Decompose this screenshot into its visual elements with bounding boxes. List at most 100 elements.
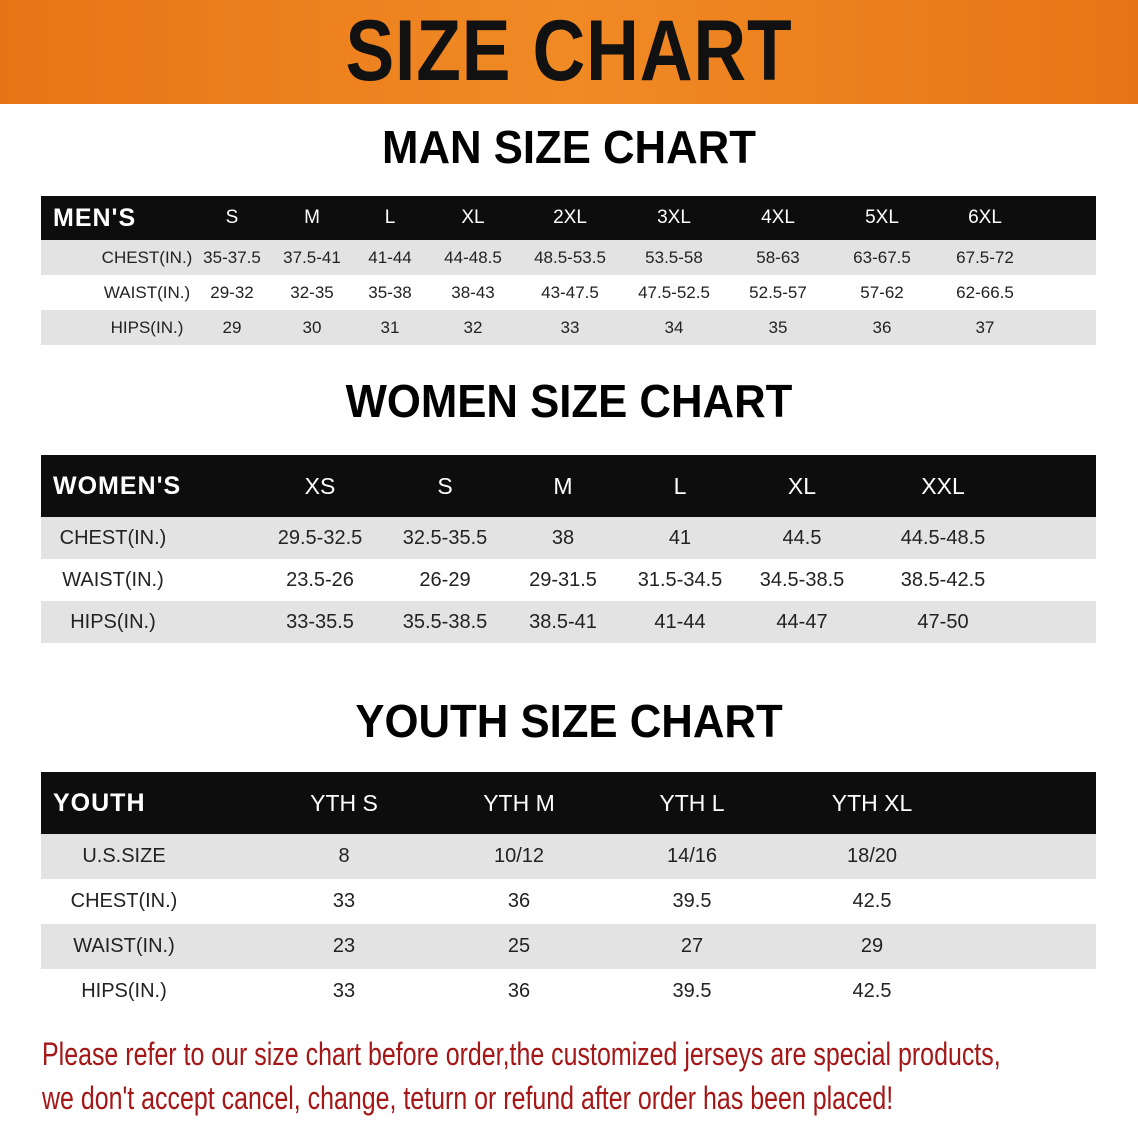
table-row: CHEST(IN.) 33 36 39.5 42.5 bbox=[41, 879, 1096, 924]
size-column-header: XL bbox=[787, 472, 817, 499]
size-column-header: M bbox=[304, 207, 320, 228]
table-cell: 10/12 bbox=[493, 845, 545, 867]
table-cell: 36 bbox=[507, 980, 531, 1002]
table-cell: 37.5-41 bbox=[283, 247, 341, 267]
table-cell: 52.5-57 bbox=[749, 282, 807, 302]
table-row: HIPS(IN.) 33 36 39.5 42.5 bbox=[41, 969, 1096, 1014]
banner-title: SIZE CHART bbox=[345, 3, 793, 99]
table-cell: 27 bbox=[680, 935, 704, 957]
table-cell: 26-29 bbox=[419, 568, 471, 591]
table-cell: 44.5 bbox=[782, 526, 822, 549]
table-cell: 23 bbox=[332, 935, 356, 957]
table-cell: 33 bbox=[332, 980, 356, 1002]
size-column-header: 3XL bbox=[657, 207, 691, 228]
table-cell: 31 bbox=[380, 317, 400, 337]
size-column-header: M bbox=[553, 472, 573, 499]
table-label-header: MEN'S bbox=[53, 203, 137, 232]
men-size-table: MEN'S S M L XL 2XL 3XL 4XL 5XL 6XL CHEST(IN.) 35-37… bbox=[41, 196, 1096, 345]
table-cell: 29.5-32.5 bbox=[277, 526, 363, 549]
table-cell: 8 bbox=[338, 845, 350, 867]
table-cell: 35.5-38.5 bbox=[402, 610, 488, 633]
size-column-header: 2XL bbox=[553, 207, 587, 228]
table-label-header: YOUTH bbox=[53, 788, 146, 817]
table-cell: 33-35.5 bbox=[286, 610, 354, 633]
measurement-label: HIPS(IN.) bbox=[81, 980, 167, 1002]
size-column-header: XXL bbox=[921, 472, 965, 499]
banner: SIZE CHART bbox=[0, 0, 1138, 104]
table-cell: 38-43 bbox=[451, 282, 495, 302]
table-row: CHEST(IN.) 35-37.5 37.5-41 41-44 44-48.5 48.5… bbox=[41, 240, 1096, 275]
table-cell: 29-31.5 bbox=[529, 568, 597, 591]
size-column-header: YTH S bbox=[310, 789, 378, 816]
table-cell: 34 bbox=[664, 317, 684, 337]
size-column-header: 5XL bbox=[865, 207, 899, 228]
table-cell: 36 bbox=[507, 890, 531, 912]
table-cell: 39.5 bbox=[672, 980, 712, 1002]
table-cell: 41-44 bbox=[368, 247, 412, 267]
table-cell: 30 bbox=[302, 317, 322, 337]
table-row: U.S.SIZE 8 10/12 14/16 18/20 bbox=[41, 834, 1096, 879]
table-cell: 41 bbox=[668, 526, 692, 549]
table-header-row: MEN'S S M L XL 2XL 3XL 4XL 5XL 6XL bbox=[41, 196, 1096, 240]
size-column-header: S bbox=[225, 207, 239, 228]
table-cell: 29-32 bbox=[210, 282, 254, 302]
table-cell: 47.5-52.5 bbox=[638, 282, 710, 302]
table-cell: 29 bbox=[860, 935, 884, 957]
table-cell: 44-47 bbox=[776, 610, 828, 633]
table-cell: 43-47.5 bbox=[541, 282, 599, 302]
table-cell: 38.5-41 bbox=[529, 610, 597, 633]
table-cell: 29 bbox=[222, 317, 242, 337]
notice-line-2: we don't accept cancel, change, teturn o… bbox=[42, 1080, 894, 1116]
table-cell: 38.5-42.5 bbox=[900, 568, 986, 591]
table-cell: 42.5 bbox=[852, 980, 892, 1002]
measurement-label: WAIST(IN.) bbox=[62, 568, 164, 591]
size-column-header: 4XL bbox=[761, 207, 795, 228]
size-column-header: XL bbox=[461, 207, 485, 228]
notice-line-1: Please refer to our size chart before or… bbox=[42, 1036, 1001, 1072]
size-column-header: L bbox=[673, 472, 687, 499]
size-column-header: YTH XL bbox=[831, 789, 913, 816]
table-cell: 33 bbox=[332, 890, 356, 912]
table-cell: 62-66.5 bbox=[956, 282, 1014, 302]
table-cell: 57-62 bbox=[860, 282, 904, 302]
table-label-header: WOMEN'S bbox=[53, 471, 182, 500]
measurement-label: WAIST(IN.) bbox=[73, 935, 175, 957]
table-cell: 41-44 bbox=[654, 610, 706, 633]
table-cell: 37 bbox=[975, 317, 995, 337]
table-cell: 31.5-34.5 bbox=[637, 568, 723, 591]
table-header-row: YOUTH YTH S YTH M YTH L YTH XL bbox=[41, 772, 1096, 834]
table-cell: 33 bbox=[560, 317, 580, 337]
youth-section-title: YOUTH SIZE CHART bbox=[355, 695, 783, 747]
size-column-header: YTH M bbox=[483, 789, 555, 816]
size-column-header: XS bbox=[304, 472, 336, 499]
measurement-label: CHEST(IN.) bbox=[101, 247, 193, 267]
table-row: CHEST(IN.) 29.5-32.5 32.5-35.5 38 41 44.5 44.5… bbox=[41, 517, 1096, 559]
measurement-label: HIPS(IN.) bbox=[110, 317, 184, 337]
table-cell: 58-63 bbox=[756, 247, 800, 267]
size-column-header: 6XL bbox=[968, 207, 1002, 228]
table-row: HIPS(IN.) 29 30 31 32 33 34 35 36 37 bbox=[41, 310, 1096, 345]
table-cell: 47-50 bbox=[917, 610, 969, 633]
table-cell: 32 bbox=[463, 317, 483, 337]
table-cell: 34.5-38.5 bbox=[759, 568, 845, 591]
measurement-label: WAIST(IN.) bbox=[103, 282, 191, 302]
table-cell: 35-38 bbox=[368, 282, 412, 302]
table-cell: 35 bbox=[768, 317, 788, 337]
table-row: WAIST(IN.) 29-32 32-35 35-38 38-43 43-47.5 47.… bbox=[41, 275, 1096, 310]
women-section-title: WOMEN SIZE CHART bbox=[345, 375, 793, 427]
measurement-label: CHEST(IN.) bbox=[70, 890, 178, 912]
table-cell: 32.5-35.5 bbox=[402, 526, 488, 549]
size-column-header: S bbox=[437, 472, 453, 499]
table-cell: 48.5-53.5 bbox=[534, 247, 606, 267]
table-cell: 38 bbox=[551, 526, 575, 549]
measurement-label: U.S.SIZE bbox=[82, 845, 166, 867]
size-column-header: L bbox=[384, 207, 396, 228]
table-row: HIPS(IN.) 33-35.5 35.5-38.5 38.5-41 41-44 44-… bbox=[41, 601, 1096, 643]
youth-size-table: YOUTH YTH S YTH M YTH L YTH XL U.S.SIZE 8 10/12… bbox=[41, 772, 1096, 1014]
table-cell: 23.5-26 bbox=[286, 568, 354, 591]
table-cell: 39.5 bbox=[672, 890, 712, 912]
table-cell: 25 bbox=[507, 935, 531, 957]
men-section-title: MAN SIZE CHART bbox=[382, 121, 756, 173]
table-header-row: WOMEN'S XS S M L XL XXL bbox=[41, 455, 1096, 517]
